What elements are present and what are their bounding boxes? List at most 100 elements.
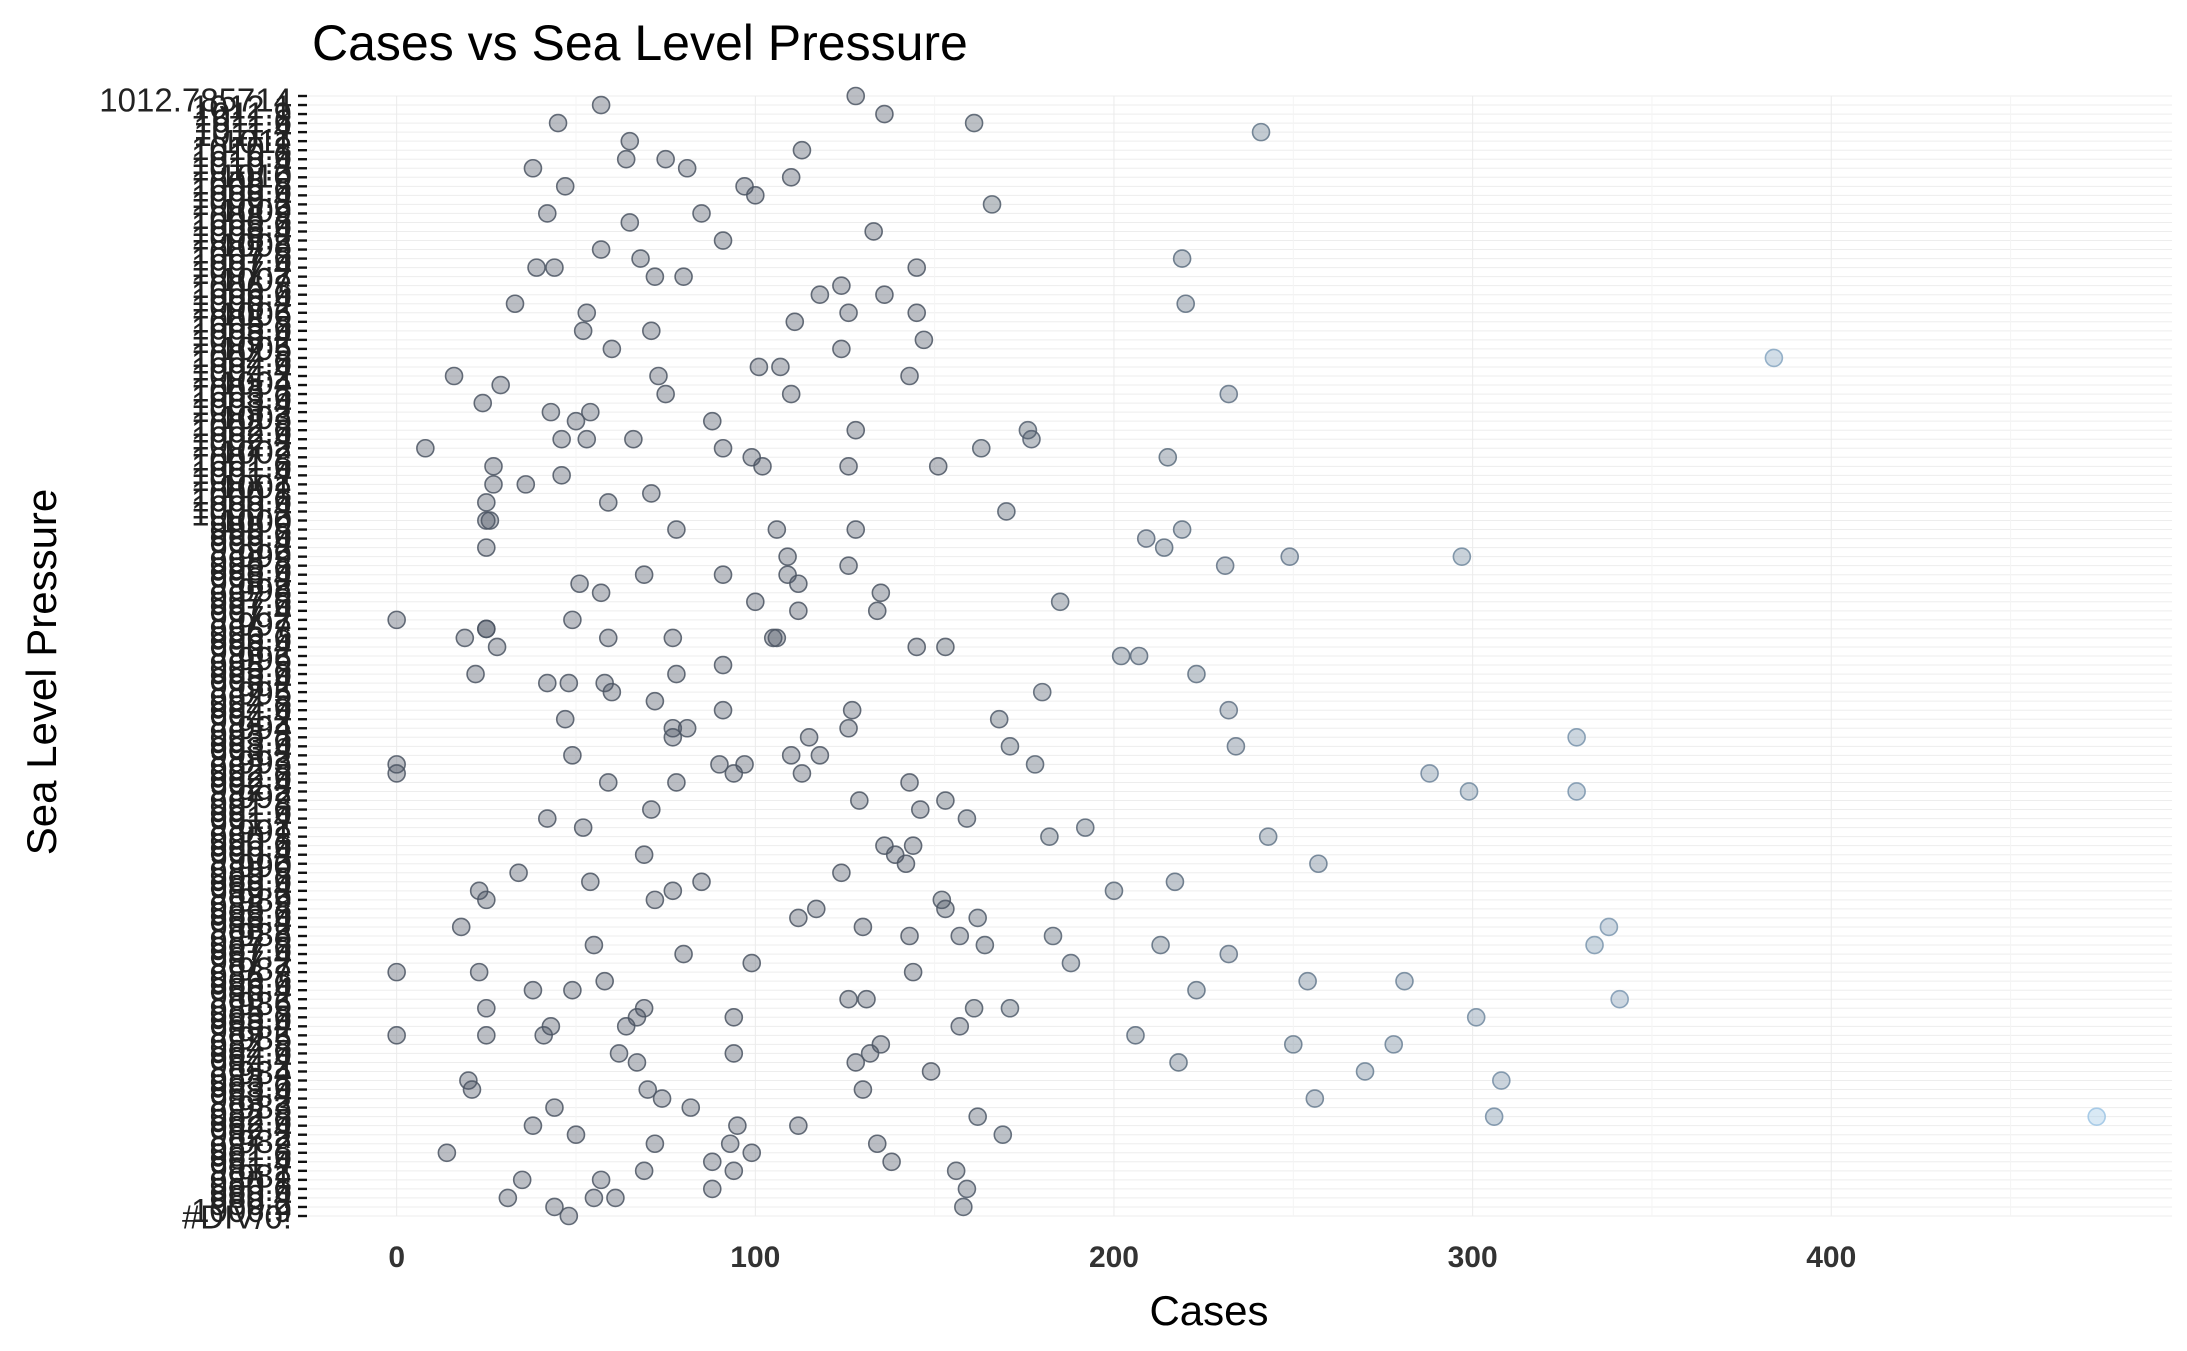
y-tick-label: 983.6: [209, 1068, 292, 1105]
data-point: [799, 727, 819, 747]
y-tick-label: 988.6: [209, 895, 292, 932]
data-point: [387, 1026, 406, 1045]
y-tick-label: 993.6: [209, 723, 292, 760]
data-point: [753, 457, 772, 476]
data-point: [1384, 1035, 1404, 1054]
data-point: [1251, 122, 1271, 142]
data-point: [724, 764, 744, 783]
y-tick-label: 990.8: [209, 819, 292, 856]
x-tick-label: 300: [1448, 1241, 1498, 1274]
data-point: [451, 917, 471, 937]
y-tick-label: 1009.4: [191, 178, 292, 215]
y-tick-label: 980.4: [209, 1178, 292, 1215]
data-point: [989, 709, 1009, 729]
y-tick-label: 999.8: [209, 509, 292, 546]
y-tick-label: 1004.6: [191, 344, 292, 381]
data-point: [1187, 980, 1206, 1000]
x-tick-label: 400: [1806, 1241, 1856, 1274]
y-tick-label: 994.8: [209, 682, 292, 719]
data-point: [512, 1170, 532, 1190]
data-point: [746, 186, 765, 205]
data-point: [832, 276, 851, 295]
y-tick-label: 1012.785714: [99, 82, 292, 119]
data-point: [810, 285, 830, 305]
data-point: [860, 1044, 880, 1063]
data-point: [477, 538, 496, 557]
y-tick-label: 1003.6: [191, 378, 292, 415]
y-tick-label: 986.6: [209, 964, 292, 1001]
data-point: [954, 1197, 973, 1217]
y-tick-label: 1002: [219, 433, 292, 470]
y-tick-label: 1001.4: [191, 454, 292, 491]
data-point: [971, 438, 991, 458]
y-tick-label: 982: [237, 1123, 292, 1160]
y-tick-label: 987.2: [209, 944, 292, 981]
data-point: [566, 411, 586, 431]
y-tick-label: 988: [237, 916, 292, 953]
data-point: [907, 303, 927, 323]
data-point: [1459, 782, 1479, 801]
y-tick-label: 984.6: [209, 1033, 292, 1070]
y-tick-label: 1007.2: [191, 254, 292, 291]
y-tick-label: 995: [237, 675, 292, 712]
data-point: [1219, 384, 1239, 404]
data-point: [857, 989, 876, 1009]
data-point: [1309, 854, 1328, 874]
data-point: [634, 1161, 654, 1181]
data-point: [1151, 935, 1170, 955]
y-tick-label: 997.2: [209, 599, 292, 636]
data-point: [505, 294, 525, 314]
data-point: [832, 863, 851, 883]
y-tick-label: 1004.8: [191, 337, 292, 374]
y-tick-label: 984.8: [209, 1026, 292, 1063]
y-tick-label: 988.2: [209, 909, 292, 946]
y-tick-label: 998.6: [209, 551, 292, 588]
data-point: [839, 303, 858, 323]
data-point: [713, 700, 733, 720]
y-tick-label: 1000: [219, 502, 292, 539]
y-tick-label: 989: [237, 882, 292, 919]
data-point: [692, 872, 711, 892]
y-tick-label: 1009.6: [191, 171, 292, 208]
data-point: [681, 1098, 701, 1117]
y-tick-label: 995.8: [209, 647, 292, 684]
y-tick-label: 980.8: [209, 1164, 292, 1201]
data-point: [462, 1080, 482, 1099]
data-point: [466, 664, 485, 684]
data-point: [1298, 971, 1317, 991]
y-tick-label: 1010.6: [191, 137, 292, 174]
data-point: [487, 637, 507, 657]
data-point: [1000, 998, 1020, 1018]
data-point: [789, 1116, 808, 1135]
y-tick-label: 986.8: [209, 957, 292, 994]
data-point: [900, 366, 919, 386]
data-point: [1466, 1007, 1486, 1027]
data-point: [620, 131, 640, 151]
data-point: [846, 420, 866, 440]
data-point: [1158, 447, 1178, 467]
data-point: [1305, 1089, 1325, 1108]
data-point: [1219, 700, 1239, 720]
data-point: [548, 113, 568, 133]
data-point: [477, 511, 496, 530]
y-tick-label: 998.4: [209, 557, 292, 594]
y-tick-label: 982.2: [209, 1116, 292, 1153]
data-point: [1022, 429, 1041, 449]
data-point: [523, 980, 543, 1000]
data-point: [713, 231, 733, 250]
data-point: [1176, 294, 1196, 314]
y-tick-label: 988.4: [209, 902, 292, 939]
y-tick-label: 996.8: [209, 613, 292, 650]
data-point: [832, 339, 851, 359]
data-point: [642, 800, 661, 819]
y-tick-label: 988.8: [209, 888, 292, 925]
data-point: [537, 204, 557, 223]
data-point: [1219, 944, 1239, 964]
data-point: [1104, 881, 1124, 901]
y-tick-label: 999: [237, 537, 292, 574]
data-point: [1484, 1107, 1504, 1126]
data-point: [634, 565, 654, 585]
data-point: [537, 809, 557, 828]
y-tick-label: 1007.6: [191, 240, 292, 277]
data-point: [910, 800, 930, 819]
